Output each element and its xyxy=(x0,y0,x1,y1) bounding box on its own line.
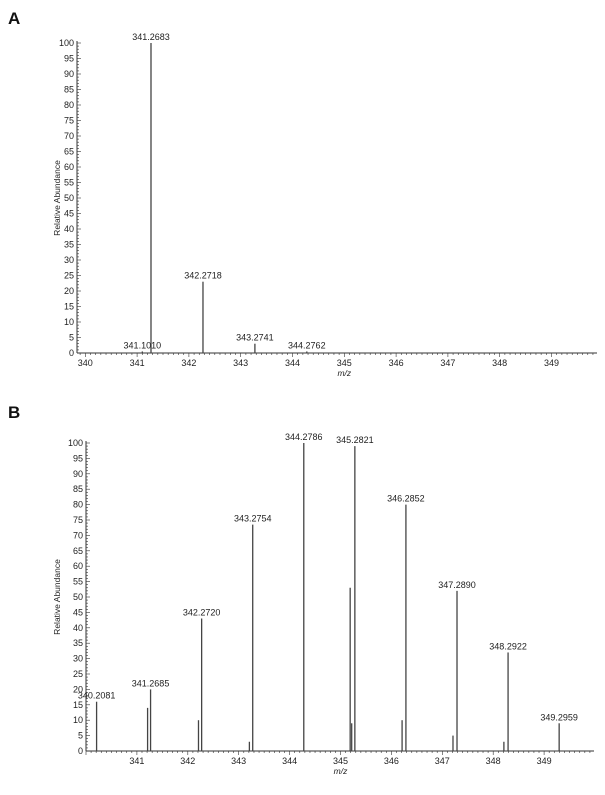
y-tick-label: 20 xyxy=(64,286,74,296)
y-tick-label: 60 xyxy=(64,162,74,172)
y-tick-label: 10 xyxy=(64,317,74,327)
x-tick-label: 345 xyxy=(337,358,352,368)
y-axis-label: Relative Abundance xyxy=(52,559,62,635)
y-tick-label: 85 xyxy=(73,484,83,494)
y-tick-label: 55 xyxy=(73,577,83,587)
panel-b-chart: 0 5 10 15 20 25 30 35 40 45 50 55 60 65 70 75 80 85 90 95 10… xyxy=(52,432,594,776)
y-tick-label: 40 xyxy=(73,623,83,633)
y-tick-label: 75 xyxy=(73,515,83,525)
x-tick-label: 347 xyxy=(435,756,450,766)
y-tick-label: 30 xyxy=(73,654,83,664)
peak-label: 341.2683 xyxy=(132,32,170,42)
x-tick-label: 341 xyxy=(129,756,144,766)
y-tick-label: 35 xyxy=(73,638,83,648)
peak-label: 341.2685 xyxy=(132,678,170,688)
y-tick-label: 5 xyxy=(78,731,83,741)
x-tick-label: 346 xyxy=(384,756,399,766)
x-tick-label: 346 xyxy=(389,358,404,368)
panel-b-letter: B xyxy=(8,403,20,422)
y-tick-label: 100 xyxy=(59,38,74,48)
y-tick-label: 65 xyxy=(64,147,74,157)
x-tick-label: 342 xyxy=(181,358,196,368)
y-tick-label: 80 xyxy=(64,100,74,110)
y-tick-label: 80 xyxy=(73,500,83,510)
y-tick-label: 55 xyxy=(64,178,74,188)
y-tick-label: 15 xyxy=(73,700,83,710)
x-tick-label: 342 xyxy=(180,756,195,766)
peak-label: 345.2821 xyxy=(336,435,374,445)
x-tick-label: 345 xyxy=(333,756,348,766)
x-tick-label: 344 xyxy=(285,358,300,368)
x-tick-label: 349 xyxy=(544,358,559,368)
x-axis-label: m/z xyxy=(337,368,351,378)
y-tick-label: 100 xyxy=(68,438,83,448)
x-tick-label: 341 xyxy=(130,358,145,368)
peak-label: 342.2718 xyxy=(184,271,222,281)
peak-label: 343.2754 xyxy=(234,514,272,524)
y-tick-label: 95 xyxy=(64,54,74,64)
x-tick-label: 344 xyxy=(282,756,297,766)
x-tick-label: 347 xyxy=(440,358,455,368)
y-tick-label: 5 xyxy=(69,333,74,343)
y-tick-label: 70 xyxy=(73,530,83,540)
y-tick-label: 0 xyxy=(78,746,83,756)
peak-label: 348.2922 xyxy=(489,641,527,651)
y-tick-label: 60 xyxy=(73,561,83,571)
x-tick-label: 348 xyxy=(492,358,507,368)
peak-label: 344.2786 xyxy=(285,432,323,442)
y-tick-label: 45 xyxy=(64,209,74,219)
y-tick-label: 70 xyxy=(64,131,74,141)
y-tick-label: 25 xyxy=(73,669,83,679)
y-tick-label: 90 xyxy=(64,69,74,79)
x-tick-label: 340 xyxy=(78,358,93,368)
y-tick-label: 0 xyxy=(69,348,74,358)
x-tick-label: 348 xyxy=(486,756,501,766)
peak-label: 341.1010 xyxy=(124,340,162,350)
x-axis-label: m/z xyxy=(334,766,348,776)
y-tick-label: 40 xyxy=(64,224,74,234)
y-axis-label: Relative Abundance xyxy=(52,160,62,236)
x-tick-label: 343 xyxy=(233,358,248,368)
peak-label: 344.2762 xyxy=(288,340,326,350)
y-tick-label: 35 xyxy=(64,240,74,250)
panel-a-chart: 0 5 10 15 20 25 30 35 40 45 50 55 60 65 70 75 80 85 90 95 10… xyxy=(52,32,597,378)
peak-label: 347.2890 xyxy=(438,580,476,590)
y-tick-label: 90 xyxy=(73,469,83,479)
peak-label: 349.2959 xyxy=(540,712,578,722)
y-tick-label: 65 xyxy=(73,546,83,556)
x-tick-label: 343 xyxy=(231,756,246,766)
y-tick-label: 15 xyxy=(64,302,74,312)
y-tick-label: 25 xyxy=(64,271,74,281)
y-tick-label: 20 xyxy=(73,684,83,694)
y-tick-label: 10 xyxy=(73,715,83,725)
y-tick-label: 75 xyxy=(64,116,74,126)
panel-a-letter: A xyxy=(8,9,20,28)
x-tick-label: 349 xyxy=(537,756,552,766)
y-tick-label: 50 xyxy=(64,193,74,203)
y-tick-label: 85 xyxy=(64,85,74,95)
y-tick-label: 30 xyxy=(64,255,74,265)
y-tick-label: 50 xyxy=(73,592,83,602)
peak-label: 342.2720 xyxy=(183,608,221,618)
y-tick-label: 95 xyxy=(73,453,83,463)
peak-label: 340.2081 xyxy=(78,691,116,701)
y-tick-label: 45 xyxy=(73,607,83,617)
peak-label: 346.2852 xyxy=(387,494,425,504)
peak-label: 343.2741 xyxy=(236,333,274,343)
